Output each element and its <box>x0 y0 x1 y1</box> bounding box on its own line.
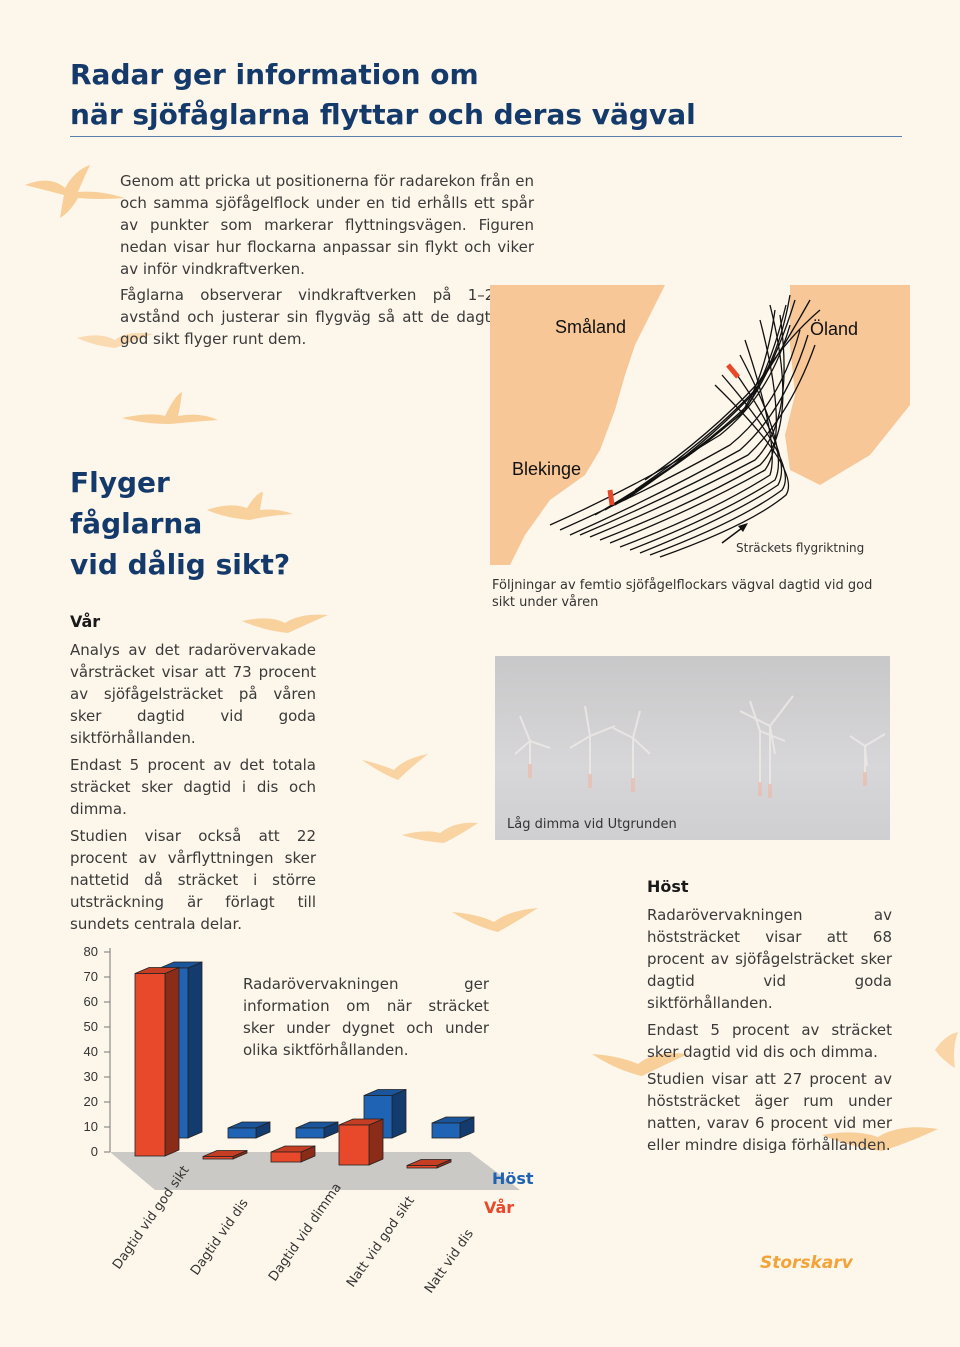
intro-text: Genom att pricka ut positionerna för rad… <box>120 170 534 354</box>
spring-heading: Vår <box>70 612 101 631</box>
spring-paragraph-2: Endast 5 procent av det totala sträcket … <box>70 756 316 818</box>
map-label-blekinge: Blekinge <box>512 459 581 479</box>
autumn-section: Höst Radarövervakningen av höststräcket … <box>647 877 892 1161</box>
x-category-label: Dagtid vid dis <box>188 1196 252 1278</box>
bird-silhouette <box>452 908 538 932</box>
legend-host: Höst <box>492 1169 534 1188</box>
mainland-coast <box>490 285 665 565</box>
bar-var-side <box>368 1118 384 1166</box>
chart-caption: Radarövervakningen ger information om nä… <box>243 975 489 1059</box>
map-label-smaland: Småland <box>555 317 626 337</box>
bar-var-side <box>164 966 180 1157</box>
y-tick-label: 50 <box>84 1019 98 1034</box>
map-svg: Småland Öland Blekinge Sträckets flygrik… <box>490 285 910 565</box>
autumn-paragraph-1: Radarövervakningen av höststräcket visar… <box>647 906 892 1012</box>
migration-tracks <box>549 294 821 558</box>
bird-silhouette <box>25 165 125 218</box>
bar-host-side <box>187 961 203 1139</box>
bar-host <box>295 1127 325 1139</box>
spring-paragraph-1: Analys av det radarövervakade vårsträcke… <box>70 641 316 747</box>
y-tick-label: 80 <box>84 944 98 959</box>
map-caption: Följningar av femtio sjöfågelflockars vä… <box>492 578 873 610</box>
bar-host <box>227 1127 257 1139</box>
title-divider <box>70 136 902 137</box>
page-title: Radar ger information om när sjöfåglarna… <box>70 55 910 135</box>
spring-section: Vår Analys av det radarövervakade vårstr… <box>70 612 316 940</box>
y-tick-label: 20 <box>84 1094 98 1109</box>
photo-caption: Låg dimma vid Utgrunden <box>507 817 677 832</box>
y-tick-label: 0 <box>91 1144 98 1159</box>
bird-silhouette <box>822 1127 938 1151</box>
x-category-label: Dagtid vid dimma <box>266 1181 345 1285</box>
x-category-label: Natt vid god sikt <box>344 1194 418 1291</box>
map-label-oland: Öland <box>810 319 858 339</box>
bird-silhouette <box>77 332 153 348</box>
autumn-paragraph-3: Studien visar att 27 procent av höststrä… <box>647 1070 892 1154</box>
wind-farm-north <box>726 363 740 379</box>
bar-chart: 0 10 20 30 40 50 60 70 80 Dagtid vid god sikt Dagt… <box>60 930 540 1300</box>
section-heading: Flyger fåglarna vid dålig sikt? <box>70 462 290 585</box>
bird-silhouette <box>242 614 328 633</box>
oland-island <box>785 285 910 485</box>
heading-line-3: vid dålig sikt? <box>70 548 291 581</box>
y-tick-label: 40 <box>84 1044 98 1059</box>
bar-var <box>202 1156 234 1160</box>
autumn-paragraph-2: Endast 5 procent av sträcket sker dagtid… <box>647 1021 892 1061</box>
legend-var: Vår <box>484 1198 514 1217</box>
wind-turbines-graphic <box>514 695 886 798</box>
map-arrow-label: Sträckets flygriktning <box>736 541 864 555</box>
bird-silhouette <box>935 1032 958 1068</box>
bird-silhouette <box>362 754 428 780</box>
bird-silhouette <box>592 1053 688 1076</box>
intro-paragraph-2: Fåglarna observerar vindkraftverken på 1… <box>120 286 534 348</box>
migration-map: Småland Öland Blekinge Sträckets flygrik… <box>490 285 910 575</box>
title-line-2: när sjöfåglarna flyttar och deras vägval <box>70 98 696 131</box>
heading-line-1: Flyger <box>70 466 170 499</box>
x-category-label: Natt vid dis <box>422 1227 477 1297</box>
bar-var <box>338 1124 370 1166</box>
title-line-1: Radar ger information om <box>70 58 479 91</box>
y-tick-label: 30 <box>84 1069 98 1084</box>
wind-farm-south <box>607 489 615 506</box>
y-tick-label: 10 <box>84 1119 98 1134</box>
bird-silhouette <box>122 392 218 424</box>
autumn-heading: Höst <box>647 877 689 896</box>
photo-credit: Storskarv <box>760 1253 853 1273</box>
spring-paragraph-3: Studien visar också att 22 procent av vå… <box>70 827 316 933</box>
bird-silhouette <box>207 492 293 520</box>
direction-arrow-head <box>738 523 748 532</box>
y-tick-label: 70 <box>84 969 98 984</box>
bar-var <box>134 973 166 1157</box>
fog-photo: Låg dimma vid Utgrunden <box>495 656 890 840</box>
bar-var <box>270 1151 302 1163</box>
bar-host <box>431 1122 461 1139</box>
heading-line-2: fåglarna <box>70 507 203 540</box>
bar-host-side <box>391 1088 407 1139</box>
bar-var <box>406 1165 438 1169</box>
intro-paragraph-1: Genom att pricka ut positionerna för rad… <box>120 172 534 278</box>
y-tick-label: 60 <box>84 994 98 1009</box>
bird-silhouette <box>402 822 478 843</box>
